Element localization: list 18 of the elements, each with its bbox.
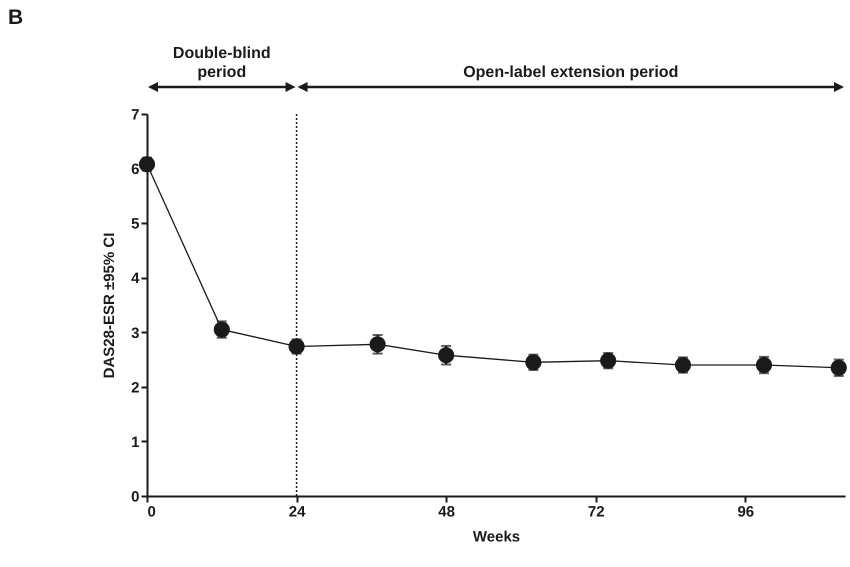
- y-tick-label: 7: [131, 106, 140, 124]
- y-axis-title: DAS28-ESR ±95% CI: [101, 232, 118, 378]
- x-tick-label: 48: [438, 504, 455, 520]
- chart-title: B: [8, 6, 24, 29]
- text: Double-blind period: [172, 45, 271, 81]
- text: Open-label extension period: [463, 64, 678, 81]
- y-tick-label: 2: [131, 379, 140, 396]
- y-tick-label: 0: [131, 488, 140, 506]
- x-axis-title: Weeks: [472, 528, 520, 546]
- y-tick-label: 1: [131, 434, 140, 451]
- x-tick-label: 24: [288, 504, 306, 520]
- y-tick-label: 4: [131, 270, 140, 288]
- x-tick-label: 96: [737, 504, 754, 520]
- y-tick-label: 6: [131, 161, 140, 178]
- x-tick-label: 0: [148, 504, 156, 520]
- x-tick-label: 72: [588, 504, 605, 520]
- y-tick-label: 3: [131, 324, 140, 342]
- y-tick-label: 5: [131, 216, 140, 233]
